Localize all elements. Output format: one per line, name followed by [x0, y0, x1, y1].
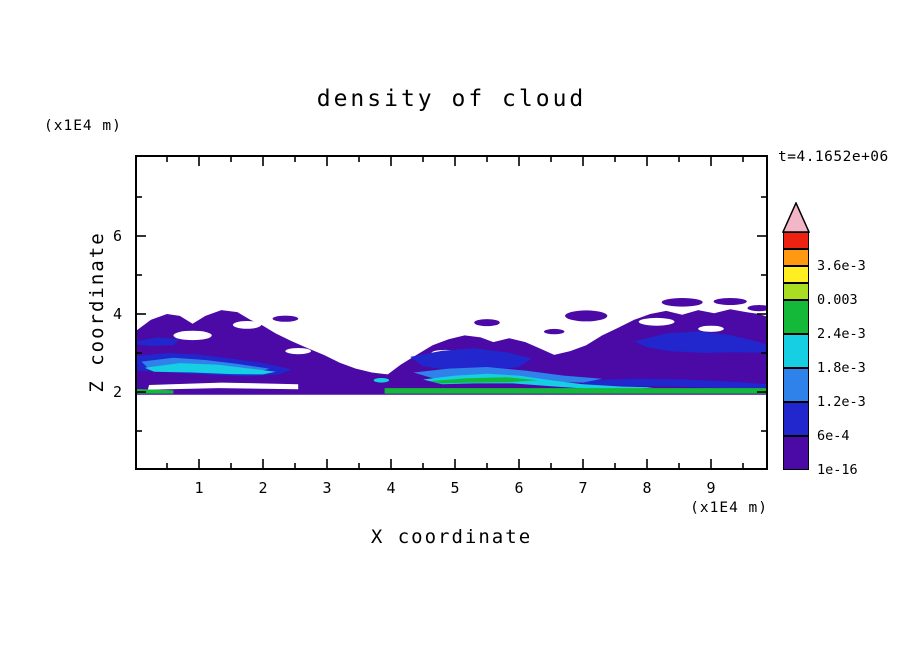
page-title: density of cloud	[316, 86, 587, 112]
cloud-region	[713, 298, 747, 305]
cloud-region	[423, 373, 654, 391]
cloud-region	[544, 328, 565, 335]
x-tick-label: 7	[578, 479, 588, 497]
x-tick-label: 3	[322, 479, 332, 497]
cloud-region	[285, 348, 311, 355]
x-tick-label: 8	[642, 479, 652, 497]
z-tick-label: 4	[112, 305, 122, 323]
cloud-region	[429, 377, 539, 384]
y-axis-unit-label: (x1E4 m)	[44, 118, 122, 134]
cloud-region	[698, 325, 724, 332]
cloud-region	[373, 378, 390, 383]
cloud-region	[384, 388, 766, 394]
colorbar-segment	[783, 232, 809, 249]
colorbar-segment	[783, 249, 809, 266]
colorbar-tick-label: 2.4e-3	[817, 326, 866, 342]
colorbar-overflow-arrow-icon	[782, 202, 810, 233]
cloud-region	[232, 321, 262, 329]
cloud-region	[474, 319, 500, 327]
cloud-regions	[137, 298, 766, 395]
colorbar-tick-label: 6e-4	[817, 428, 850, 444]
colorbar-segment	[783, 283, 809, 300]
colorbar-segment	[783, 300, 809, 334]
z-tick-label: 6	[112, 227, 122, 245]
cloud-density-plot	[135, 155, 768, 470]
colorbar-segment	[783, 402, 809, 436]
cloud-region	[137, 388, 174, 394]
colorbar-tick-label: 1e-16	[817, 462, 858, 478]
x-tick-label: 6	[514, 479, 524, 497]
colorbar-segment	[783, 368, 809, 402]
colorbar-tick-label: 1.2e-3	[817, 394, 866, 410]
cloud-region	[147, 382, 299, 390]
cloud-region	[137, 337, 180, 346]
x-tick-label: 1	[194, 479, 204, 497]
cloud-region	[272, 315, 299, 322]
cloud-region	[747, 305, 766, 312]
cloud-region	[634, 331, 766, 353]
cloud-region	[144, 363, 276, 375]
z-tick-label: 2	[112, 383, 122, 401]
x-tick-label: 2	[258, 479, 268, 497]
x-tick-label: 5	[450, 479, 460, 497]
colorbar-tick-label: 3.6e-3	[817, 258, 866, 274]
x-axis-title: X coordinate	[370, 526, 533, 548]
cloud-region	[410, 348, 532, 371]
colorbar	[783, 232, 809, 470]
colorbar-segment	[783, 266, 809, 283]
colorbar-segment	[783, 334, 809, 368]
cloud-region	[638, 317, 675, 326]
cloud-region	[661, 298, 703, 307]
x-tick-label: 9	[706, 479, 716, 497]
cloud-region	[173, 330, 212, 341]
plot-frame	[135, 155, 768, 470]
colorbar-tick-label: 1.8e-3	[817, 360, 866, 376]
time-annotation: t=4.1652e+06	[778, 149, 889, 165]
axis-ticks	[137, 157, 766, 468]
colorbar-tick-label: 0.003	[817, 292, 858, 308]
cloud-region	[565, 310, 608, 322]
x-tick-label: 4	[386, 479, 396, 497]
colorbar-segment	[783, 436, 809, 470]
x-axis-unit-label: (x1E4 m)	[690, 500, 768, 516]
cloud-region	[583, 378, 766, 390]
